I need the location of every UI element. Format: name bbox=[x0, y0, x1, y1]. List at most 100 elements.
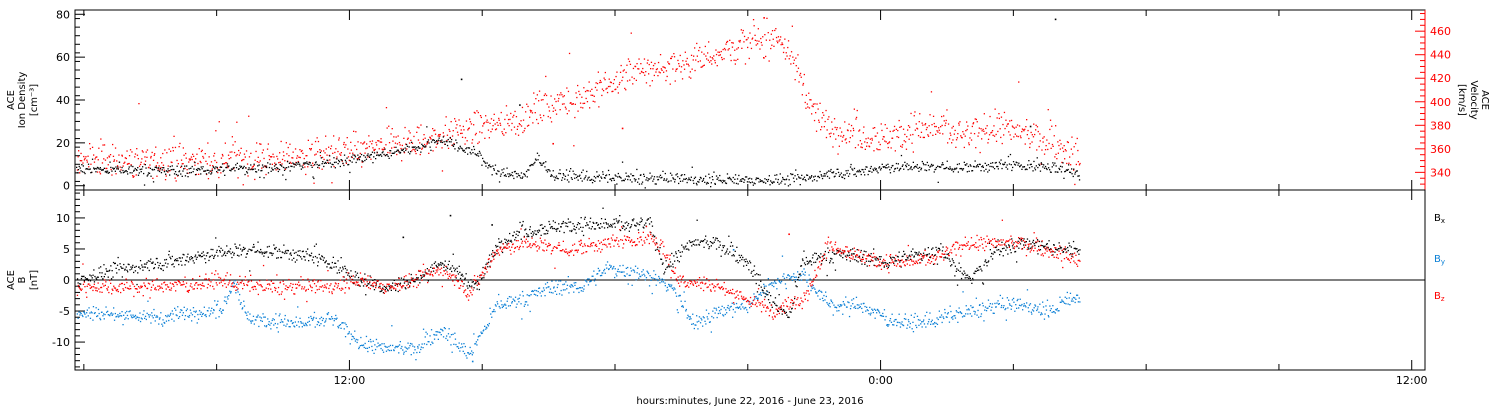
data-point bbox=[806, 263, 809, 265]
data-point bbox=[1017, 135, 1019, 138]
data-point bbox=[763, 283, 765, 285]
data-point bbox=[751, 181, 753, 183]
data-point bbox=[999, 294, 1001, 297]
data-point bbox=[164, 149, 166, 151]
data-point bbox=[899, 321, 901, 324]
data-point bbox=[805, 180, 807, 182]
data-point bbox=[125, 157, 127, 160]
data-point bbox=[142, 151, 144, 153]
data-point bbox=[875, 168, 877, 170]
data-point bbox=[575, 232, 577, 234]
data-point bbox=[229, 292, 232, 294]
data-point bbox=[895, 162, 898, 165]
data-point bbox=[627, 223, 630, 225]
data-point bbox=[593, 175, 595, 178]
data-point bbox=[550, 95, 552, 97]
data-point bbox=[1067, 141, 1069, 144]
data-point bbox=[442, 336, 445, 338]
data-point bbox=[396, 149, 399, 151]
data-point bbox=[319, 151, 321, 154]
data-point bbox=[428, 270, 430, 272]
data-point bbox=[467, 287, 469, 289]
data-point bbox=[577, 84, 579, 87]
data-point bbox=[547, 286, 549, 288]
data-point bbox=[391, 152, 393, 154]
data-point bbox=[613, 265, 615, 268]
data-point bbox=[421, 343, 423, 345]
data-point bbox=[761, 180, 764, 182]
data-point bbox=[140, 171, 142, 173]
data-point bbox=[1062, 300, 1064, 302]
data-point bbox=[753, 25, 755, 27]
data-point bbox=[773, 285, 775, 288]
data-point bbox=[432, 270, 435, 272]
data-point bbox=[135, 174, 137, 176]
data-point bbox=[971, 306, 973, 309]
data-point bbox=[681, 305, 683, 308]
data-point bbox=[731, 255, 733, 257]
data-point bbox=[543, 114, 545, 117]
data-point bbox=[407, 342, 409, 344]
data-point bbox=[702, 325, 704, 327]
data-point bbox=[794, 279, 796, 281]
data-point bbox=[963, 146, 965, 149]
data-point bbox=[80, 277, 83, 280]
data-point bbox=[797, 54, 799, 56]
data-point bbox=[346, 326, 348, 328]
data-point bbox=[1042, 137, 1044, 139]
data-point bbox=[529, 164, 532, 167]
data-point bbox=[855, 307, 857, 309]
data-point bbox=[335, 148, 337, 150]
data-point bbox=[384, 345, 386, 347]
data-point bbox=[579, 174, 581, 176]
data-point bbox=[796, 286, 798, 288]
data-point bbox=[413, 352, 415, 354]
data-point bbox=[248, 167, 250, 169]
data-point bbox=[669, 172, 672, 174]
data-point bbox=[538, 229, 540, 231]
data-point bbox=[220, 247, 222, 249]
data-point bbox=[375, 158, 377, 160]
data-point bbox=[429, 137, 431, 139]
data-point bbox=[1070, 148, 1072, 150]
data-point bbox=[809, 278, 811, 280]
data-point bbox=[699, 322, 702, 324]
data-point bbox=[570, 168, 572, 170]
data-point bbox=[304, 324, 306, 327]
data-point bbox=[437, 139, 439, 141]
data-point bbox=[197, 162, 199, 165]
data-point bbox=[812, 105, 814, 108]
data-point bbox=[997, 130, 999, 133]
data-point bbox=[260, 317, 263, 319]
data-point bbox=[623, 275, 626, 277]
data-point bbox=[456, 142, 458, 144]
data-point bbox=[258, 161, 260, 164]
data-point bbox=[279, 250, 281, 252]
data-point bbox=[644, 187, 646, 189]
data-point bbox=[661, 176, 663, 179]
data-point bbox=[419, 142, 421, 144]
data-point bbox=[303, 255, 305, 258]
data-point bbox=[265, 165, 267, 167]
data-point bbox=[134, 316, 136, 318]
data-point bbox=[1026, 119, 1028, 121]
data-point bbox=[413, 135, 415, 138]
data-point bbox=[732, 254, 735, 256]
data-point bbox=[552, 292, 554, 294]
data-point bbox=[678, 65, 681, 67]
data-point bbox=[791, 307, 793, 309]
data-point bbox=[578, 228, 580, 230]
data-point bbox=[887, 163, 889, 165]
data-point bbox=[482, 157, 484, 160]
data-point bbox=[519, 221, 521, 224]
data-point bbox=[726, 312, 728, 314]
data-point bbox=[507, 297, 509, 300]
data-point bbox=[392, 282, 394, 284]
data-point bbox=[256, 316, 259, 318]
data-point bbox=[493, 309, 495, 311]
data-point bbox=[635, 79, 637, 81]
data-point bbox=[592, 179, 595, 181]
data-point bbox=[268, 245, 270, 248]
data-point bbox=[401, 160, 403, 162]
data-point bbox=[845, 296, 847, 298]
